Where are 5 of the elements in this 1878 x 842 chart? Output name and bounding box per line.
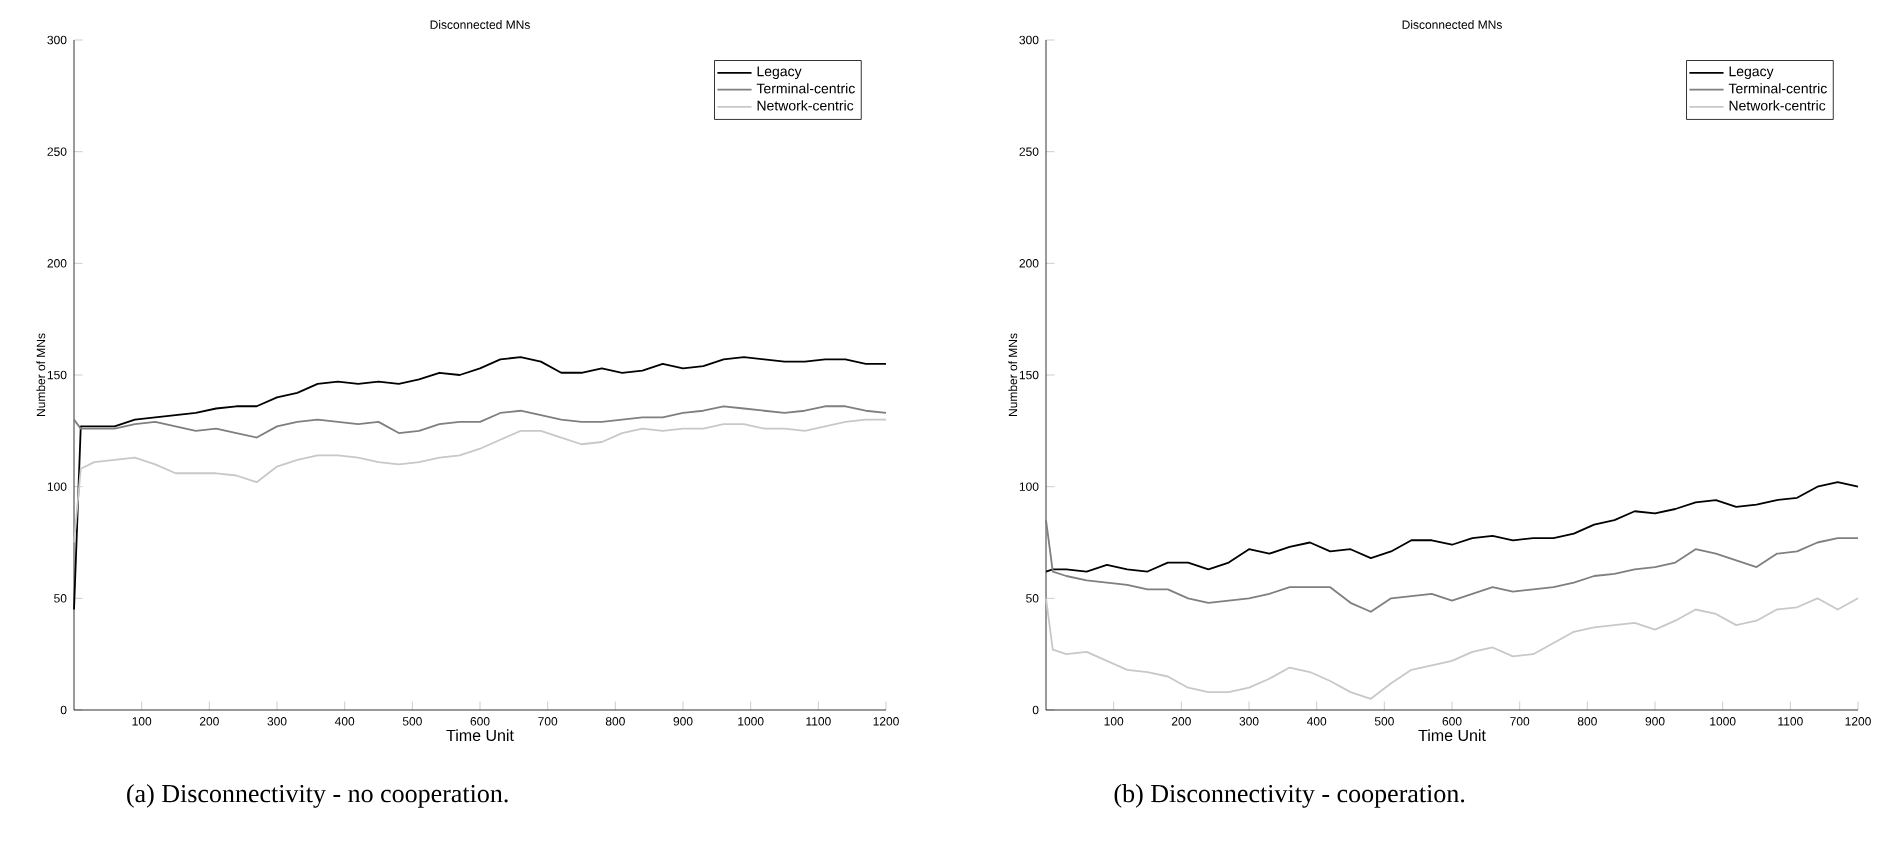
line-series (1045, 597, 1859, 700)
text: (b) Disconnectivity - cooperation. (1114, 784, 1465, 808)
x-axis-title: Time Unit (446, 729, 514, 742)
text: (a) Disconnectivity - no cooperation. (127, 784, 508, 808)
x-axis-title: Time Unit (1418, 729, 1486, 742)
